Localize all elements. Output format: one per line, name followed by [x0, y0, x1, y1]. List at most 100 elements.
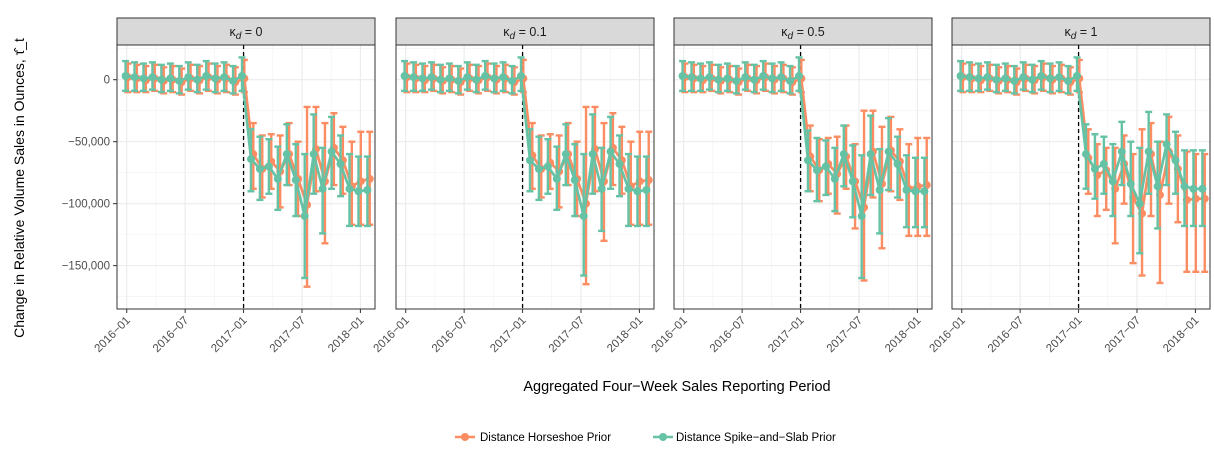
series-line	[404, 74, 647, 218]
data-point	[1064, 76, 1073, 85]
data-point	[803, 156, 812, 165]
data-point	[741, 73, 750, 82]
data-point	[148, 73, 157, 82]
data-point	[282, 150, 291, 159]
data-point	[1198, 184, 1207, 193]
data-point	[525, 156, 534, 165]
data-point	[983, 73, 992, 82]
facet-strip-label: κd = 0	[229, 25, 262, 42]
x-tick-label: 2016−01	[92, 315, 132, 355]
facet-strip-label: κd = 0.5	[781, 25, 824, 42]
x-tick-label: 2017−07	[268, 315, 308, 355]
data-point	[795, 71, 804, 80]
facet-value: = 0.5	[793, 25, 825, 39]
data-point	[490, 74, 499, 83]
x-tick-label: 2016−01	[371, 315, 411, 355]
data-point	[1001, 74, 1010, 83]
data-point	[1144, 147, 1153, 156]
legend-label: Distance Spike−and−Slab Prior	[676, 432, 836, 444]
data-point	[255, 164, 264, 173]
data-point	[309, 150, 318, 159]
data-point	[1153, 182, 1162, 191]
facet-kappa: κ	[1064, 25, 1071, 39]
data-point	[1117, 147, 1126, 156]
data-point	[1171, 156, 1180, 165]
data-point	[400, 71, 409, 80]
facet-value: = 1	[1076, 25, 1097, 39]
data-point	[543, 162, 552, 171]
series-spike-and-slab	[121, 56, 372, 280]
data-point	[588, 150, 597, 159]
data-point	[1081, 150, 1090, 159]
data-point	[687, 73, 696, 82]
panel-border	[116, 44, 376, 310]
x-tick-label: 2018−01	[883, 315, 923, 355]
data-point	[552, 174, 561, 183]
data-point	[642, 186, 651, 195]
data-point	[1090, 164, 1099, 173]
facet-value: = 0.1	[515, 25, 547, 39]
facet-kappa: κ	[229, 25, 236, 39]
legend-item: Distance Horseshoe Prior	[455, 432, 611, 444]
y-axis-tick-labels: 0 −50,000 −100,000 −150,000	[62, 75, 117, 273]
x-tick-label: 2017−01	[1044, 315, 1084, 355]
data-point	[166, 74, 175, 83]
data-point	[409, 73, 418, 82]
data-point	[336, 159, 345, 168]
facet-kappa: κ	[503, 25, 510, 39]
data-point	[579, 212, 588, 221]
data-point	[499, 73, 508, 82]
data-point	[318, 184, 327, 193]
data-point	[273, 174, 282, 183]
data-point	[175, 76, 184, 85]
data-point	[1099, 159, 1108, 168]
data-point	[1108, 177, 1117, 186]
data-point	[633, 187, 642, 196]
data-point	[481, 71, 490, 80]
x-tick-label: 2017−01	[209, 315, 249, 355]
data-point	[1019, 73, 1028, 82]
data-point	[965, 73, 974, 82]
data-point	[902, 186, 911, 195]
panel-1: κd = 0 2016−01 2016−07 2017−01 2017−07 2018−0…	[92, 17, 376, 355]
data-point	[184, 73, 193, 82]
data-point	[786, 76, 795, 85]
data-point	[678, 71, 687, 80]
data-point	[229, 76, 238, 85]
y-tick-label: −100,000	[62, 199, 110, 211]
data-point	[956, 71, 965, 80]
data-point	[534, 164, 543, 173]
facet-value: = 0	[241, 25, 262, 39]
data-point	[777, 73, 786, 82]
facet-kappa: κ	[781, 25, 788, 39]
x-tick-label: 2018−01	[326, 315, 366, 355]
series-line	[960, 74, 1203, 205]
data-point	[848, 177, 857, 186]
panel-border	[395, 44, 655, 310]
data-point	[1037, 71, 1046, 80]
data-point	[561, 150, 570, 159]
panel-border	[673, 44, 933, 310]
data-point	[857, 212, 866, 221]
data-point	[130, 73, 139, 82]
x-tick-label: 2017−07	[547, 315, 587, 355]
data-point	[246, 155, 255, 164]
data-point	[418, 74, 427, 83]
data-point	[121, 71, 130, 80]
data-point	[427, 73, 436, 82]
data-point	[1046, 74, 1055, 83]
facet-subscript: d	[1071, 31, 1077, 42]
series-spike-and-slab	[678, 56, 929, 280]
data-point	[157, 75, 166, 84]
data-point	[327, 147, 336, 156]
data-point	[821, 162, 830, 171]
x-tick-label: 2016−01	[927, 315, 967, 355]
data-point	[211, 74, 220, 83]
data-point	[812, 166, 821, 175]
data-point	[839, 150, 848, 159]
facet-strip	[395, 17, 655, 46]
data-point	[454, 76, 463, 85]
data-point	[570, 176, 579, 185]
data-point	[893, 159, 902, 168]
data-point	[436, 75, 445, 84]
